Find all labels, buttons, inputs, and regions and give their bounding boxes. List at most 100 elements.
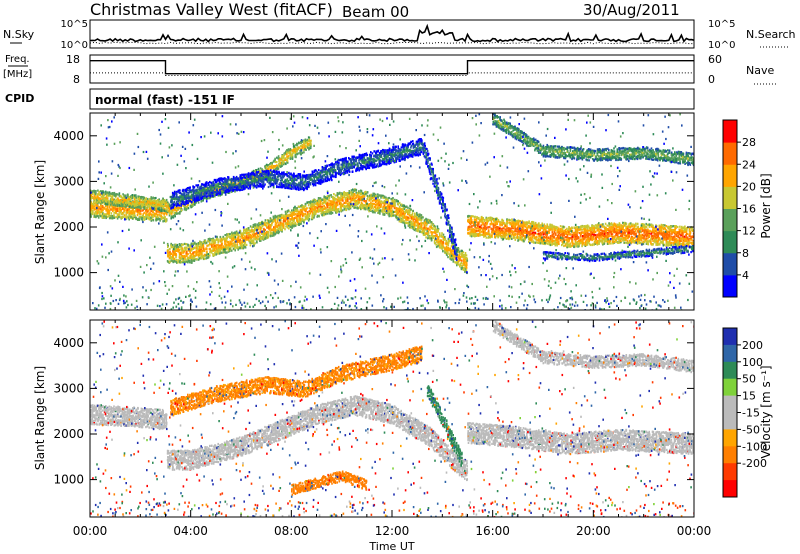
heatmap-cell <box>383 213 386 216</box>
heatmap-cell <box>385 202 387 205</box>
heatmap-cell <box>340 207 343 210</box>
heatmap-cell <box>180 254 183 257</box>
heatmap-cell <box>461 265 463 268</box>
heatmap-cell <box>99 190 102 193</box>
heatmap-cell <box>365 204 367 207</box>
heatmap-cell <box>276 225 278 228</box>
heatmap-cell <box>412 218 415 221</box>
heatmap-cell <box>279 159 281 162</box>
heatmap-cell <box>93 196 96 199</box>
heatmap-cell <box>376 206 379 209</box>
heatmap-cell <box>456 247 458 250</box>
heatmap-cell <box>207 197 209 200</box>
heatmap-cell <box>328 206 330 209</box>
heatmap-cell <box>236 247 239 250</box>
heatmap-cell <box>343 201 346 204</box>
heatmap-cell <box>163 208 166 211</box>
heatmap-cell <box>450 253 453 256</box>
heatmap-cell <box>180 206 182 209</box>
heatmap-cell <box>96 209 98 212</box>
heatmap-cell <box>133 201 136 204</box>
heatmap-cell <box>204 196 207 200</box>
heatmap-cell <box>270 167 272 170</box>
heatmap-cell <box>286 155 288 159</box>
heatmap-cell <box>277 229 280 232</box>
heatmap-cell <box>144 199 146 202</box>
heatmap-cell <box>254 223 256 226</box>
heatmap-cell <box>267 236 270 239</box>
heatmap-cell <box>137 197 139 200</box>
heatmap-cell <box>440 235 443 238</box>
heatmap-cell <box>222 246 225 249</box>
heatmap-cell <box>224 251 227 254</box>
heatmap-cell <box>190 198 192 201</box>
heatmap-cell <box>192 202 194 205</box>
heatmap-cell <box>120 211 122 214</box>
heatmap-cell <box>333 204 336 207</box>
heatmap-cell <box>166 201 169 204</box>
heatmap-cell <box>168 205 171 208</box>
heatmap-cell <box>249 238 252 241</box>
heatmap-cell <box>427 219 430 222</box>
heatmap-cell <box>272 232 275 235</box>
heatmap-cell <box>314 198 317 202</box>
heatmap-cell <box>257 227 260 231</box>
heatmap-cell <box>198 251 201 254</box>
heatmap-cell <box>103 194 105 197</box>
heatmap-cell <box>226 243 228 246</box>
heatmap-cell <box>141 218 144 222</box>
heatmap-cell <box>274 230 277 233</box>
heatmap-cell <box>387 205 389 208</box>
heatmap-cell <box>184 246 186 249</box>
heatmap-cell <box>434 228 436 232</box>
heatmap-cell <box>214 246 216 249</box>
heatmap-cell <box>445 239 447 243</box>
heatmap-cell <box>375 195 377 198</box>
heatmap-cell <box>267 164 270 167</box>
heatmap-cell <box>188 246 191 249</box>
heatmap-cell <box>367 208 369 211</box>
heatmap-cell <box>212 254 214 257</box>
heatmap-cell <box>187 253 189 256</box>
heatmap-cell <box>155 209 157 212</box>
heatmap-cell <box>464 260 466 263</box>
heatmap-cell <box>273 226 275 229</box>
heatmap-cell <box>114 209 117 212</box>
heatmap-cell <box>452 253 455 257</box>
heatmap-cell <box>269 234 272 237</box>
heatmap-cell <box>184 258 186 261</box>
heatmap-cell <box>402 212 404 215</box>
heatmap-cell <box>162 212 164 215</box>
heatmap-cell <box>312 212 315 215</box>
heatmap-cell <box>407 224 410 227</box>
heatmap-cell <box>323 200 325 203</box>
heatmap-cell <box>231 245 233 248</box>
heatmap-cell <box>403 222 406 225</box>
heatmap-cell <box>319 203 322 206</box>
heatmap-cell <box>400 203 403 206</box>
heatmap-cell <box>444 238 447 241</box>
heatmap-cell <box>187 207 190 210</box>
heatmap-cell <box>150 202 152 205</box>
heatmap-cell <box>100 215 102 218</box>
heatmap-cell <box>155 205 158 208</box>
heatmap-cell <box>277 155 280 158</box>
heatmap-cell <box>338 210 340 213</box>
heatmap-cell <box>178 206 181 210</box>
heatmap-cell <box>444 236 446 239</box>
heatmap-cell <box>447 246 450 249</box>
heatmap-cell <box>243 230 245 233</box>
heatmap-cell <box>363 192 366 195</box>
heatmap-cell <box>93 215 96 218</box>
heatmap-cell <box>90 208 92 211</box>
heatmap-cell <box>370 195 373 198</box>
heatmap-cell <box>346 192 349 195</box>
heatmap-cell <box>415 216 418 219</box>
heatmap-cell <box>417 228 420 231</box>
heatmap-cell <box>224 240 226 243</box>
heatmap-cell <box>205 247 207 250</box>
heatmap-cell <box>454 257 457 260</box>
heatmap-cell <box>116 201 119 204</box>
heatmap-cell <box>390 212 392 215</box>
heatmap-cell <box>152 219 155 222</box>
